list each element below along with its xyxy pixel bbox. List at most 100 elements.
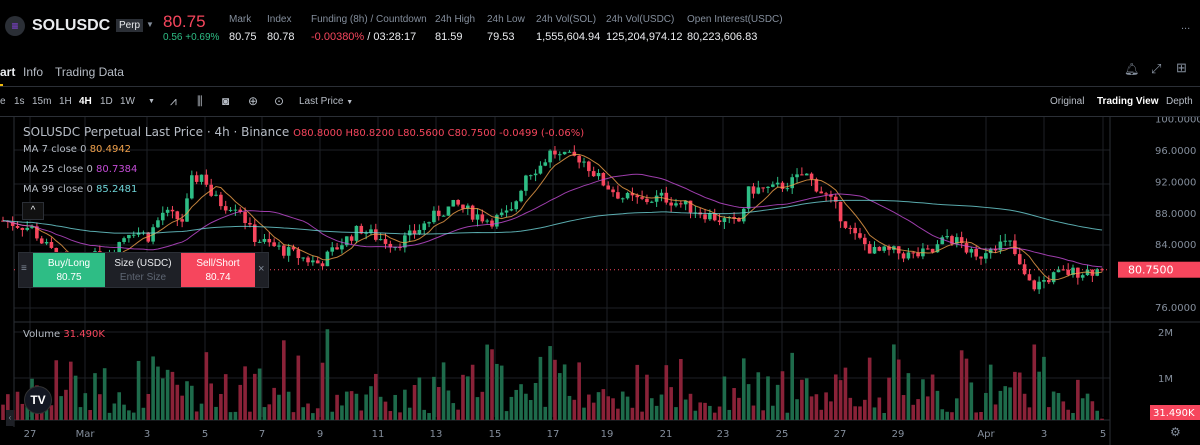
volume-bar [446,390,451,420]
candle-body [344,236,349,246]
volume-bar [683,399,688,420]
interval-15m[interactable]: 15m [32,96,52,107]
collapse-legend-button[interactable]: ^ [22,202,44,220]
volume-bar [170,371,175,420]
candle-body [480,214,485,222]
volume-bar [340,405,344,420]
candle-body [984,253,988,259]
price-chart[interactable]: 100.0000 96.0000 92.0000 88.0000 84.0000 76.0… [0,117,1200,445]
interval-1h[interactable]: 1H [59,96,72,107]
candle-body [804,173,809,176]
volume-bar [911,404,916,420]
candle-body [611,189,615,193]
candle-body [625,192,630,199]
volume-value: 31.490K [63,329,105,340]
volume-bar [199,403,204,420]
volume-bar [470,364,475,420]
volume-bar [606,396,611,420]
settings-circle-icon[interactable]: ⊙ [274,94,285,108]
stat-label: Index [267,14,292,25]
indicator-icon[interactable]: ⩘ [170,94,177,108]
view-trading-view[interactable]: Trading View [1097,96,1159,107]
candle-body [1076,267,1080,278]
interval-4h[interactable]: 4H [79,96,92,107]
sell-short-button[interactable]: Sell/Short 80.74 [181,253,255,287]
candle-body [388,243,393,248]
symbol-name[interactable]: SOLUSDC [32,17,111,34]
volume-bar [59,396,63,420]
interval-1s[interactable]: 1s [14,96,25,107]
volume-bar [83,393,88,420]
add-icon[interactable]: ⊕ [248,94,259,108]
stat-value: 79.53 [487,31,515,43]
more-icon[interactable]: ... [1181,20,1191,32]
volume-bar [209,383,213,420]
volume-bar [959,350,964,420]
layout-icon[interactable]: ⊞ [1176,60,1187,75]
volume-bar [674,407,678,420]
chart-type-icon[interactable]: ⫼ [197,94,203,108]
camera-icon[interactable]: ◙ [222,94,230,108]
view-depth[interactable]: Depth [1166,96,1193,107]
expand-icon[interactable]: ⤢ [1151,61,1162,76]
volume-bar [93,373,97,420]
candle-body [25,227,30,230]
candle-body [35,226,39,239]
volume-bar [969,382,974,420]
volume-bar [640,411,644,420]
ma-label: MA 99 close 0 [23,184,93,195]
view-original[interactable]: Original [1050,96,1085,107]
drag-handle-icon[interactable]: ≡ [21,263,27,274]
candle-body [122,238,126,243]
stat-value-text: 81.59 [435,31,463,43]
candle-body [117,242,121,254]
volume-bar [562,364,567,420]
volume-bar [228,412,233,420]
buy-long-button[interactable]: Buy/Long 80.75 [33,253,105,287]
interval-1w[interactable]: 1W [120,96,135,107]
last-price: 80.75 [163,12,206,31]
candle-body [737,218,741,222]
volume-bar [843,367,848,420]
interval-partial[interactable]: e [0,96,6,107]
size-input[interactable]: Size (USDC) Enter Size [105,253,181,287]
candle-body [688,200,693,213]
volume-bar [422,409,427,420]
tab-info[interactable]: Info [23,65,44,79]
volume-bar [761,410,765,420]
candle-body [557,154,562,156]
legend-ohlc: O80.8000 H80.8200 L80.5600 C80.7500 -0.0… [293,128,585,139]
candle-body [683,200,688,205]
price-type-select[interactable]: Last Price ▼ [299,96,353,107]
scroll-left-button[interactable]: ‹ [6,410,14,426]
interval-1d[interactable]: 1D [100,96,113,107]
ma-legend-item: MA 25 close 0 80.7384 [23,164,137,175]
candle-body [853,227,857,234]
volume-bar [354,393,359,420]
stat-value-text: -0.00380% [311,31,365,43]
volume-bar [64,389,68,420]
candle-body [340,245,344,250]
volume-bar [601,389,606,420]
candle-body [548,150,552,163]
bell-icon[interactable]: 🔔︎ [1124,62,1140,76]
volume-bar [436,387,441,420]
volume-bar [993,404,998,420]
chart-settings-icon[interactable]: ⚙︎ [1170,425,1181,439]
candle-body [359,225,364,234]
interval-dropdown-icon[interactable]: ▼ [148,98,155,105]
volume-bar [775,384,780,420]
volume-bar [703,402,707,420]
volume-bar [160,378,165,420]
volume-bar [974,412,978,420]
candle-body [427,222,431,224]
candle-body [790,177,794,189]
stat-value-text: 79.53 [487,31,515,43]
volume-bar [596,392,601,420]
volume-bar [378,396,383,420]
symbol-dropdown-icon[interactable]: ▼ [146,20,154,29]
close-icon[interactable]: × [258,263,265,275]
candle-body [766,186,770,188]
tab-trading-data[interactable]: Trading Data [55,65,124,79]
tab-chart[interactable]: art [0,65,16,79]
